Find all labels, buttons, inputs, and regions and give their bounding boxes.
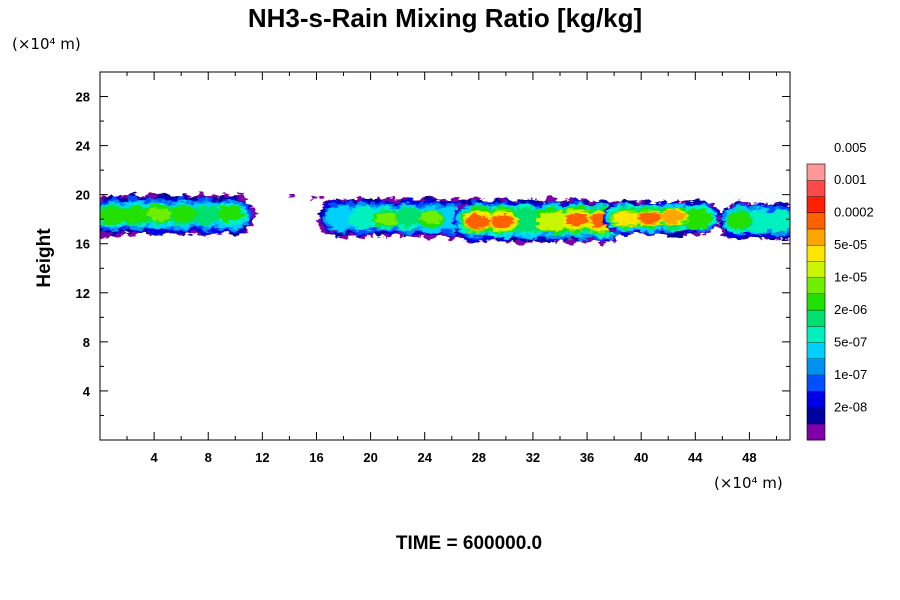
x-tick-label: 16 [309, 450, 323, 465]
x-tick-label: 32 [526, 450, 540, 465]
colorbar-swatch [807, 164, 825, 181]
x-tick-label: 28 [472, 450, 486, 465]
colorbar-swatch [807, 310, 825, 327]
data-cell [637, 211, 662, 224]
data-cell [168, 205, 198, 224]
data-field [100, 191, 790, 246]
data-cell [318, 195, 326, 199]
colorbar-swatch [807, 228, 825, 246]
y-tick-label: 16 [76, 237, 90, 252]
time-footer: TIME = 600000.0 [396, 533, 542, 554]
x-tick-label: 36 [580, 450, 594, 465]
data-cell [121, 205, 150, 225]
x-tick-label: 8 [205, 450, 212, 465]
y-axis-ticks: 4 8 12 16 20 24 28 [76, 90, 790, 416]
y-axis-unit: (×10⁴ m) [12, 35, 81, 53]
colorbar-swatch [807, 391, 825, 409]
colorbar-swatch [807, 342, 825, 360]
y-axis-label: Height [34, 228, 55, 288]
data-cell [380, 197, 388, 202]
y-tick-label: 4 [83, 384, 91, 399]
data-cell [659, 210, 687, 223]
colorbar-label: 5e-05 [834, 237, 867, 252]
colorbar-label: 2e-08 [834, 400, 867, 415]
colorbar-swatch [807, 277, 825, 295]
data-cell [145, 206, 173, 222]
x-tick-label: 20 [363, 450, 377, 465]
colorbar-swatch [807, 180, 825, 197]
y-tick-label: 20 [76, 188, 90, 203]
chart-title: NH3-s-Rain Mixing Ratio [kg/kg] [248, 3, 642, 33]
colorbar-swatch [807, 212, 825, 230]
y-tick-label: 12 [76, 286, 90, 301]
data-cell [288, 194, 296, 198]
y-tick-label: 28 [76, 90, 90, 105]
data-cell [489, 213, 516, 229]
y-tick-label: 24 [76, 139, 91, 154]
x-tick-label: 4 [151, 450, 159, 465]
data-cell [328, 229, 337, 234]
colorbar-swatch [807, 261, 825, 279]
colorbar-label: 5e-07 [834, 335, 867, 350]
colorbar: 2e-08 1e-07 5e-07 2e-06 1e-05 5e-05 0.0002 0.00… [806, 140, 874, 441]
colorbar-label: 0.005 [834, 140, 867, 155]
colorbar-swatch [807, 423, 825, 441]
data-cell [419, 209, 445, 224]
data-cell [743, 209, 775, 234]
data-cell [310, 196, 318, 201]
data-cell [190, 203, 223, 226]
data-cell [679, 208, 716, 230]
colorbar-swatch [807, 293, 825, 311]
colorbar-frame [806, 163, 826, 441]
plot-frame [99, 71, 791, 441]
colorbar-label: 1e-05 [834, 270, 867, 285]
data-cell [564, 212, 589, 228]
data-cell [373, 211, 399, 227]
x-tick-label: 12 [255, 450, 269, 465]
x-tick-label: 48 [742, 450, 756, 465]
data-cell [465, 214, 491, 229]
colorbar-swatch [807, 196, 825, 214]
data-cell [612, 211, 641, 227]
data-cell [100, 205, 126, 225]
x-tick-label: 44 [688, 450, 703, 465]
plot-background [100, 72, 790, 440]
colorbar-swatch [807, 245, 825, 262]
data-cell [535, 210, 569, 233]
data-cell [726, 211, 753, 230]
colorbar-swatch [807, 358, 825, 376]
colorbar-label: 1e-07 [834, 367, 867, 382]
x-tick-label: 24 [417, 450, 432, 465]
x-tick-label: 40 [634, 450, 648, 465]
x-axis-unit: (×10⁴ m) [714, 474, 783, 492]
x-axis-ticks: 4 8 12 16 20 24 28 32 36 40 44 48 [126, 72, 777, 465]
colorbar-label: 0.001 [834, 172, 867, 187]
data-cell [252, 212, 260, 217]
data-cell [393, 206, 424, 228]
colorbar-swatch [807, 407, 825, 425]
data-cell [216, 204, 246, 223]
y-tick-label: 8 [83, 335, 90, 350]
colorbar-label: 0.0002 [834, 205, 874, 220]
colorbar-label: 2e-06 [834, 302, 867, 317]
colorbar-swatch [807, 326, 825, 344]
colorbar-swatch [807, 375, 825, 392]
data-cell [763, 208, 790, 234]
